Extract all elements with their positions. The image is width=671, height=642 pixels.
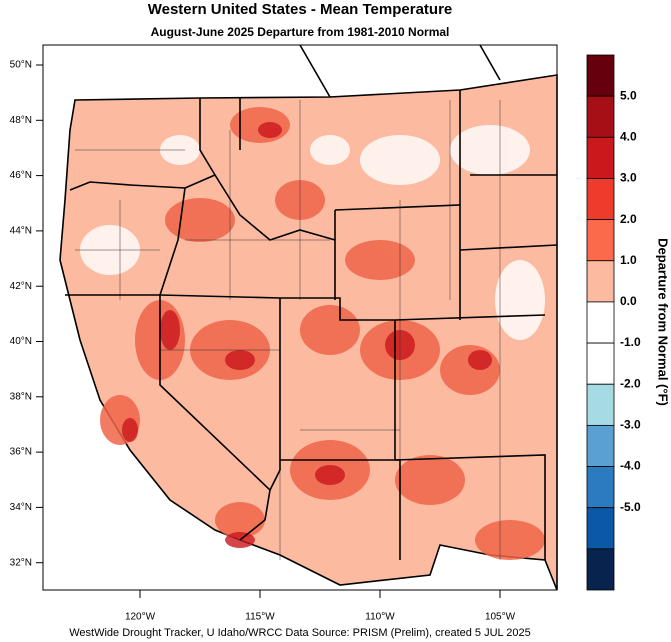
- latitude-label: 50°N: [10, 60, 32, 71]
- colorbar-label: -1.0: [620, 335, 641, 349]
- colorbar-box: [586, 548, 615, 591]
- colorbar-box: [586, 301, 615, 344]
- latitude-label: 40°N: [10, 336, 32, 347]
- longitude-label: 115°W: [245, 612, 275, 623]
- latitude-label: 42°N: [10, 281, 32, 292]
- map: [42, 44, 558, 591]
- longitude-label: 110°W: [365, 612, 395, 623]
- colorbar-label: 2.0: [620, 212, 637, 226]
- longitude-label: 120°W: [125, 612, 156, 623]
- latitude-label: 38°N: [10, 391, 32, 402]
- latitude-label: 48°N: [10, 115, 32, 126]
- colorbar-box: [586, 219, 615, 262]
- colorbar: 5.0 4.0 3.0 2.0 1.0 0.0 -1.0 -2.0 -3.0 -4.0 -5.0: [586, 54, 641, 591]
- colorbar-box: [586, 424, 615, 467]
- state-borders: [65, 44, 558, 560]
- colorbar-label: 0.0: [620, 294, 637, 308]
- colorbar-label: -4.0: [620, 459, 641, 473]
- colorbar-label: -2.0: [620, 376, 641, 390]
- subtitle: August-June 2025 Departure from 1981-201…: [151, 25, 450, 39]
- colorbar-box: [586, 507, 615, 550]
- colorbar-box: [586, 260, 615, 303]
- latitude-label: 32°N: [10, 557, 32, 568]
- colorbar-label: 3.0: [620, 171, 637, 185]
- latitude-labels: 50°N 48°N 46°N 44°N 42°N 40°N 38°N 36°N 34°N 32°N: [10, 60, 43, 568]
- footer: WestWide Drought Tracker, U Idaho/WRCC D…: [69, 627, 531, 639]
- colorbar-box: [586, 136, 615, 179]
- latitude-label: 34°N: [10, 502, 32, 513]
- colorbar-box: [586, 342, 615, 385]
- colorbar-label: 1.0: [620, 253, 637, 267]
- colorbar-label: -3.0: [620, 418, 641, 432]
- latitude-label: 36°N: [10, 447, 32, 458]
- colorbar-title: Departure from Normal (°F): [656, 238, 671, 406]
- colorbar-label: 5.0: [620, 88, 637, 102]
- colorbar-box: [586, 54, 615, 97]
- colorbar-box: [586, 383, 615, 426]
- longitude-labels: 120°W 115°W 110°W 105°W: [125, 590, 516, 623]
- colorbar-label: 4.0: [620, 129, 637, 143]
- colorbar-label: -5.0: [620, 500, 641, 514]
- latitude-label: 44°N: [10, 226, 32, 237]
- colorbar-box: [586, 95, 615, 138]
- longitude-label: 105°W: [485, 612, 516, 623]
- county-lines: [75, 100, 501, 560]
- near-normal-patches: [80, 125, 545, 340]
- colorbar-box: [586, 466, 615, 509]
- latitude-label: 46°N: [10, 170, 32, 181]
- colorbar-box: [586, 178, 615, 221]
- title: Western United States - Mean Temperature: [148, 1, 453, 18]
